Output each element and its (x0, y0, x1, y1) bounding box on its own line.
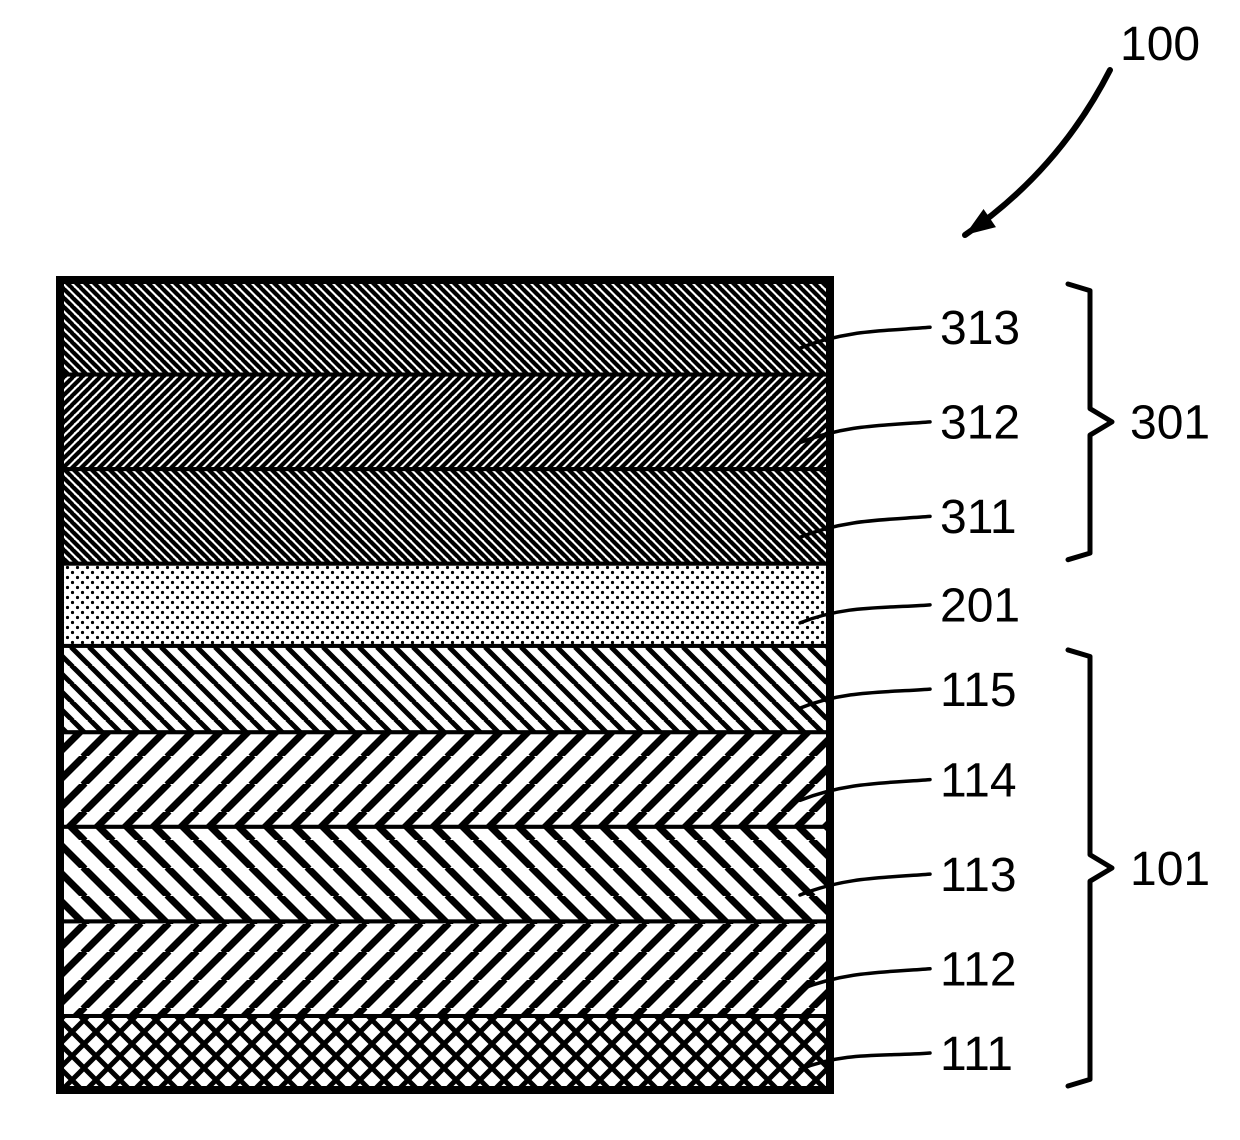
group-label-301: 301 (1130, 397, 1210, 450)
bracket-301 (1068, 284, 1112, 560)
layer-114 (60, 732, 830, 827)
layer-label-114: 114 (940, 754, 1017, 807)
layer-311 (60, 469, 830, 564)
assembly-label: 100 (1120, 18, 1200, 71)
layer-stack (60, 280, 830, 1090)
layer-313 (60, 280, 830, 375)
layer-label-312: 312 (940, 397, 1020, 450)
layer-label-115: 115 (940, 664, 1017, 717)
layer-115 (60, 646, 830, 732)
layer-111 (60, 1016, 830, 1090)
layer-label-113: 113 (940, 849, 1017, 902)
layer-201 (60, 564, 830, 646)
assembly-arrow-shaft (965, 70, 1110, 235)
layer-label-111: 111 (940, 1028, 1013, 1081)
layer-label-201: 201 (940, 580, 1020, 633)
layer-label-313: 313 (940, 302, 1020, 355)
layer-label-311: 311 (940, 491, 1017, 544)
layer-112 (60, 921, 830, 1016)
layer-113 (60, 827, 830, 922)
layer-label-112: 112 (940, 944, 1017, 997)
layer-312 (60, 375, 830, 470)
bracket-101 (1068, 650, 1112, 1086)
group-label-101: 101 (1130, 843, 1210, 896)
